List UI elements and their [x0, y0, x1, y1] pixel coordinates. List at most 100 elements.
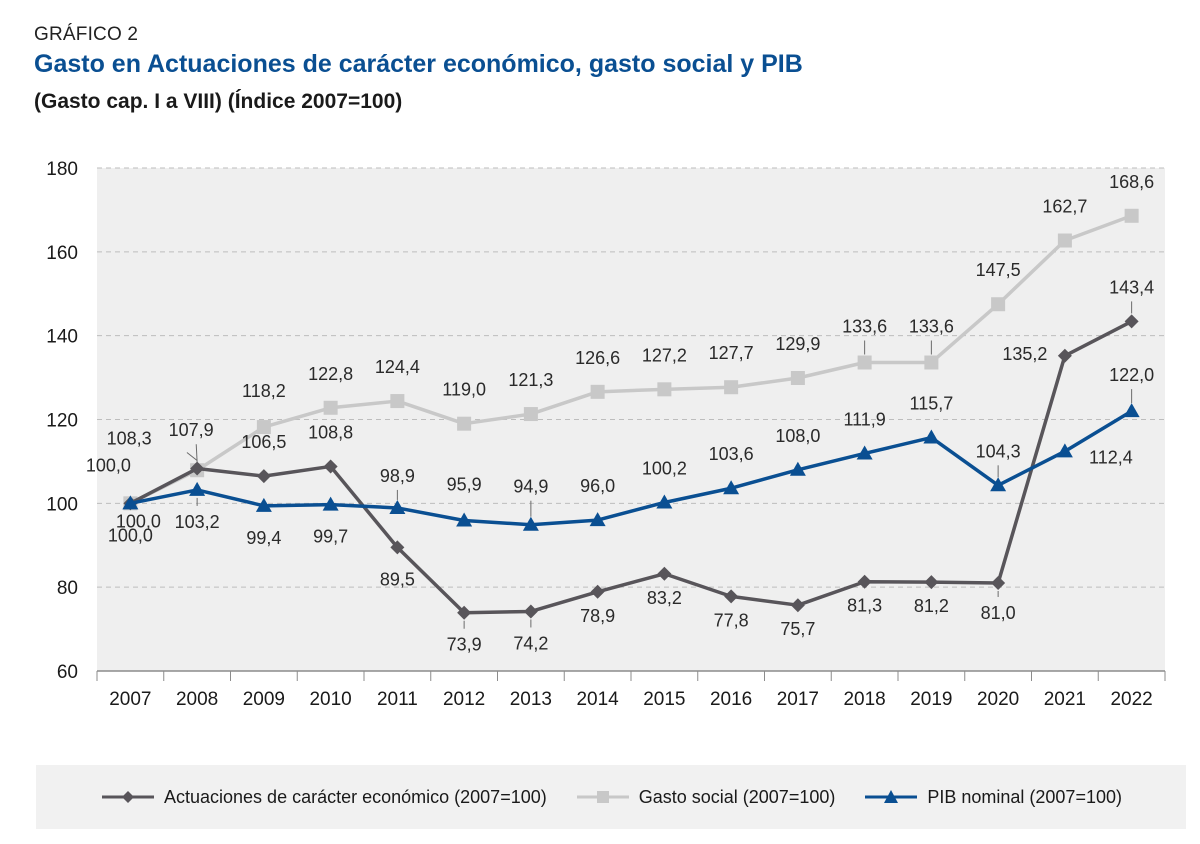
data-point-triangle [589, 512, 606, 527]
data-label-pib: 108,0 [775, 426, 820, 446]
data-label-pib: 95,9 [447, 475, 482, 495]
data-point-diamond [924, 575, 939, 590]
data-label-gasto-social: 122,8 [308, 364, 353, 384]
data-point-triangle [856, 445, 873, 460]
data-label-gasto-social: 124,4 [375, 357, 420, 377]
line-chart: 60 80 100 120 140 160 180 2007 2008 2009 2010 2011 2… [46, 159, 1166, 710]
x-tick-label: 2021 [1044, 689, 1086, 710]
data-point-triangle [389, 499, 406, 514]
legend-item-pib: PIB nominal (2007=100) [863, 787, 1122, 808]
data-point-square [991, 297, 1006, 312]
data-label-actuaciones: 143,4 [1109, 277, 1154, 297]
data-label-gasto-social: 107,9 [169, 420, 214, 440]
data-label-actuaciones: 75,7 [780, 619, 815, 639]
data-label-pib: 103,6 [709, 444, 754, 464]
data-label-actuaciones: 108,3 [107, 429, 152, 449]
y-tick-label: 180 [46, 159, 78, 180]
data-label-actuaciones: 108,8 [308, 422, 353, 442]
data-label-pib: 100,0 [108, 525, 153, 545]
data-point-diamond [190, 461, 205, 476]
data-point-triangle [990, 477, 1007, 492]
data-point-diamond [590, 584, 605, 599]
legend-label-actuaciones: Actuaciones de carácter económico (2007=… [164, 786, 547, 807]
data-point-square [1057, 233, 1072, 248]
x-tick-label: 2015 [643, 689, 685, 710]
data-point-diamond [256, 469, 271, 484]
data-point-triangle [122, 495, 139, 510]
data-point-square [523, 407, 538, 422]
x-tick-label: 2016 [710, 689, 752, 710]
data-point-square [390, 394, 405, 409]
series-line-diamond [129, 319, 1133, 615]
legend-label-gasto-social: Gasto social (2007=100) [638, 786, 836, 807]
data-label-pib: 99,4 [246, 528, 281, 548]
data-point-square [924, 355, 939, 370]
series-line-square [129, 214, 1133, 505]
data-point-square [657, 382, 672, 397]
data-point-diamond [390, 540, 405, 555]
data-point-triangle [322, 496, 339, 511]
legend-marker-triangle [865, 790, 918, 803]
data-label-actuaciones: 83,2 [647, 588, 682, 608]
data-point-square [256, 420, 271, 435]
data-label-actuaciones: 106,5 [241, 432, 286, 452]
data-point-diamond [724, 589, 739, 604]
data-label-gasto-social: 129,9 [775, 334, 820, 354]
data-point-square [857, 355, 872, 370]
data-point-triangle [723, 480, 740, 495]
data-point-triangle [923, 429, 940, 444]
data-label-actuaciones: 73,9 [447, 635, 482, 655]
data-label-pib: 99,7 [313, 527, 348, 547]
data-point-diamond [323, 459, 338, 474]
x-tick-label: 2018 [843, 689, 885, 710]
data-point-triangle [656, 494, 673, 509]
data-label-pib: 111,9 [843, 409, 885, 429]
data-point-diamond [523, 604, 538, 619]
data-label-actuaciones: 100,0 [86, 455, 131, 475]
data-label-pib: 122,0 [1109, 365, 1154, 385]
data-label-pib: 96,0 [580, 476, 615, 496]
series-line-triangle [130, 409, 1133, 527]
x-tick-label: 2007 [109, 689, 151, 710]
data-point-diamond [457, 605, 472, 620]
data-point-square [790, 371, 805, 386]
data-label-gasto-social: 168,6 [1109, 172, 1154, 192]
data-label-pib: 98,9 [380, 466, 415, 486]
data-point-triangle [189, 481, 206, 496]
data-point-diamond [657, 566, 672, 581]
y-tick-label: 140 [46, 327, 78, 348]
data-point-diamond [857, 574, 872, 589]
x-tick-label: 2010 [309, 689, 351, 710]
y-tick-label: 80 [57, 578, 78, 599]
data-label-pib: 100,2 [642, 458, 687, 478]
x-tick-label: 2011 [377, 689, 418, 710]
legend-item-actuaciones: Actuaciones de carácter económico (2007=… [100, 787, 547, 808]
data-label-gasto-social: 127,2 [642, 345, 687, 365]
data-label-gasto-social: 126,6 [575, 348, 620, 368]
data-point-diamond [1124, 314, 1139, 329]
data-label-actuaciones: 81,2 [914, 596, 949, 616]
data-point-triangle [255, 497, 272, 512]
data-point-diamond [991, 575, 1006, 590]
data-label-gasto-social: 118,2 [242, 381, 286, 401]
x-tick-label: 2020 [977, 689, 1019, 710]
chart-subtitle: (Gasto cap. I a VIII) (Índice 2007=100) [34, 90, 403, 113]
legend-marker-square [576, 791, 629, 803]
legend-label-pib: PIB nominal (2007=100) [927, 786, 1122, 807]
data-label-gasto-social: 147,5 [976, 260, 1021, 280]
data-label-gasto-social: 162,7 [1042, 197, 1087, 217]
x-tick-label: 2009 [243, 689, 285, 710]
data-point-square [590, 384, 605, 399]
data-label-pib: 112,4 [1089, 447, 1133, 467]
data-label-actuaciones: 135,2 [1002, 344, 1047, 364]
x-tick-label: 2014 [576, 689, 619, 710]
data-point-triangle [522, 516, 539, 531]
data-label-leader [195, 444, 198, 463]
data-label-leader [186, 452, 198, 461]
data-label-actuaciones: 74,2 [513, 633, 548, 653]
data-point-triangle [789, 461, 806, 476]
legend-marker-diamond [102, 791, 154, 803]
data-label-pib: 115,7 [910, 394, 954, 414]
x-tick-label: 2019 [910, 689, 952, 710]
y-tick-label: 160 [46, 243, 78, 264]
